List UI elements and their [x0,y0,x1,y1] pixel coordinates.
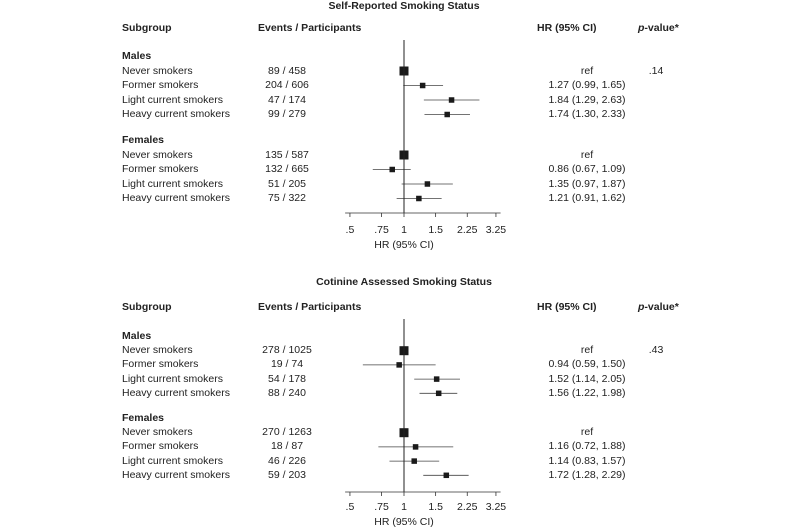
group-label: Males [122,50,152,62]
group-label: Females [122,134,165,146]
header-subgroup: Subgroup [122,301,172,313]
row-label: Former smokers [122,440,199,453]
row-events: 89 / 458 [268,64,306,77]
x-tick-label: 3.25 [485,501,507,513]
point-estimate [389,166,395,173]
chart-title: Cotinine Assessed Smoking Status [316,276,492,288]
row-hr-ci: 1.84 (1.29, 2.63) [548,93,626,106]
row-label: Heavy current smokers [122,192,230,204]
header-subgroup: Subgroup [122,22,172,34]
row-label: Light current smokers [122,177,223,190]
row-label: Never smokers [122,426,193,439]
row-hr-ci: ref [580,344,594,357]
point-estimate [435,390,442,397]
row-hr-ci: 1.14 (0.83, 1.57) [548,454,626,467]
row-events: 18 / 87 [270,440,304,453]
row-events: 54 / 178 [268,372,306,385]
x-tick-label: .5 [345,224,355,236]
point-estimate [424,181,431,187]
point-estimate [419,82,426,89]
x-tick-label: .75 [374,501,389,513]
point-estimate [443,472,450,479]
row-hr-ci: 1.74 (1.30, 2.33) [548,108,626,120]
row-events: 204 / 606 [265,79,309,91]
row-label: Heavy current smokers [122,108,230,120]
row-label: Light current smokers [122,93,223,106]
row-hr-ci: 1.16 (0.72, 1.88) [548,440,626,453]
group-label: Females [122,412,165,424]
header-events: Events / Participants [258,301,362,313]
row-events: 75 / 322 [268,192,306,204]
row-events: 51 / 205 [268,177,306,190]
point-estimate [448,97,455,103]
x-tick-label: 2.25 [457,224,478,236]
row-events: 278 / 1025 [262,344,312,357]
row-hr-ci: 0.94 (0.59, 1.50) [548,358,626,371]
group-label: Males [122,330,152,342]
row-events: 59 / 203 [268,468,306,481]
x-tick-label: 3.25 [485,224,507,236]
row-events: 19 / 74 [270,358,304,371]
row-label: Never smokers [122,64,193,77]
row-events: 88 / 240 [268,386,306,399]
row-label: Heavy current smokers [122,386,230,399]
row-p-value: .14 [648,64,664,77]
header-events: Events / Participants [258,22,362,34]
row-hr-ci: ref [580,148,594,161]
row-label: Former smokers [122,358,199,371]
row-label: Light current smokers [122,372,223,385]
row-events: 47 / 174 [268,93,306,106]
x-tick-label: .75 [374,224,389,236]
chart-title: Self-Reported Smoking Status [328,0,480,12]
row-events: 99 / 279 [268,108,306,120]
row-events: 132 / 665 [265,163,309,175]
x-tick-label: 1 [401,501,407,513]
row-hr-ci: ref [580,64,594,77]
x-tick-label: 1.5 [428,224,443,236]
point-estimate [396,362,402,368]
row-p-value: .43 [648,344,664,357]
x-tick-label: .5 [345,501,355,513]
row-hr-ci: 1.52 (1.14, 2.05) [548,372,626,385]
point-estimate [444,111,450,118]
point-estimate [416,195,422,202]
row-label: Former smokers [122,79,199,91]
point-estimate [433,376,440,382]
row-label: Heavy current smokers [122,468,230,481]
row-label: Former smokers [122,163,199,175]
row-label: Never smokers [122,344,193,357]
row-hr-ci: 1.72 (1.28, 2.29) [548,468,626,481]
row-hr-ci: 0.86 (0.67, 1.09) [548,163,626,175]
row-label: Light current smokers [122,454,223,467]
header-p-value: p-value* [638,301,679,313]
row-events: 135 / 587 [265,148,309,161]
row-label: Never smokers [122,148,193,161]
header-hr: HR (95% CI) [537,22,597,34]
x-tick-label: 1.5 [428,501,443,513]
x-axis-title: HR (95% CI) [374,239,434,251]
row-hr-ci: 1.56 (1.22, 1.98) [548,386,626,399]
header-hr: HR (95% CI) [537,301,597,313]
header-p-value: p-value* [638,22,679,34]
row-events: 46 / 226 [268,454,306,467]
x-tick-label: 2.25 [457,501,478,513]
x-tick-label: 1 [401,224,407,236]
point-estimate [412,444,419,450]
point-estimate [411,458,417,464]
row-hr-ci: 1.27 (0.99, 1.65) [548,79,626,91]
row-events: 270 / 1263 [262,426,312,439]
x-axis-title: HR (95% CI) [374,516,434,528]
row-hr-ci: 1.35 (0.97, 1.87) [548,177,626,190]
row-hr-ci: 1.21 (0.91, 1.62) [548,192,626,204]
row-hr-ci: ref [580,426,594,439]
